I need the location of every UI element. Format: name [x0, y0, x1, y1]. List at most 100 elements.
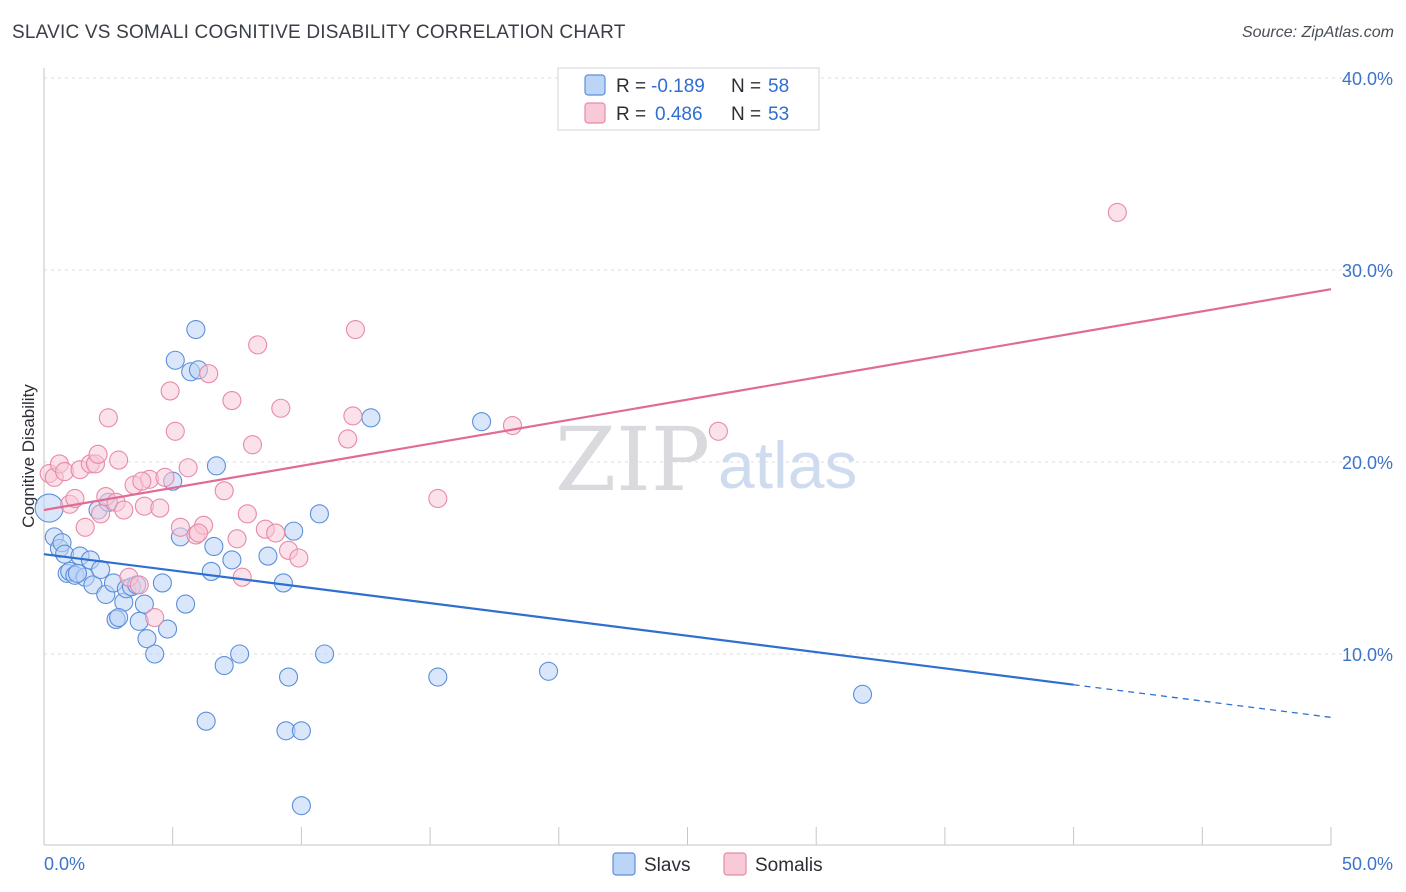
slavs-point — [278, 667, 299, 687]
somalis-point — [266, 523, 286, 543]
slavs-point — [165, 350, 185, 370]
slavs-point — [201, 561, 221, 581]
slavs-point — [309, 504, 329, 524]
watermark: ZIP atlas — [555, 408, 857, 511]
x-axis: 0.0% 50.0% — [43, 827, 1393, 874]
y-tick-label: 10.0% — [1342, 645, 1393, 665]
slavs-point — [214, 655, 234, 676]
somalis-point — [129, 575, 149, 595]
stats-legend: R = -0.189 N = 58 R = 0.486 N = 53 — [557, 67, 820, 131]
stats-r-label-somalis: R = — [616, 104, 646, 125]
somalis-point — [91, 504, 111, 524]
slavs-point — [538, 661, 559, 681]
slavs-point — [291, 796, 311, 816]
somalis-point — [227, 529, 247, 549]
watermark-atlas: atlas — [718, 428, 857, 502]
somalis-point — [150, 498, 170, 518]
somalis-point — [145, 607, 165, 628]
x-tick-label-min: 0.0% — [44, 854, 85, 874]
stats-r-label-slavs: R = — [616, 76, 646, 97]
stats-swatch-somalis — [584, 102, 606, 124]
slavs-point — [291, 721, 311, 741]
somalis-point — [214, 481, 234, 501]
slavs-point — [258, 546, 278, 566]
stats-r-value-slavs: -0.189 — [651, 76, 705, 97]
y-tick-label: 20.0% — [1342, 453, 1393, 473]
somalis-point — [165, 421, 185, 441]
slavs-point — [284, 521, 304, 541]
slavs-point — [158, 619, 178, 639]
slavs-point — [67, 563, 88, 583]
somalis-point — [289, 548, 309, 568]
somalis-point — [1107, 202, 1127, 222]
y-tick-labels: 10.0% 20.0% 30.0% 40.0% — [1342, 69, 1393, 665]
series-slavs-points — [34, 319, 873, 816]
slavs-point — [428, 667, 448, 687]
somalis-point — [242, 435, 263, 455]
slavs-point — [186, 319, 206, 340]
y-tick-label: 40.0% — [1342, 69, 1393, 89]
slavs-point — [152, 573, 172, 593]
somalis-point — [188, 523, 208, 543]
x-tick-label-max: 50.0% — [1342, 854, 1393, 874]
somalis-point — [98, 408, 118, 428]
stats-n-label-slavs: N = — [731, 76, 761, 97]
legend-swatch-somalis — [723, 852, 747, 876]
slavs-point — [230, 644, 250, 664]
stats-swatch-slavs — [584, 74, 606, 96]
slavs-point — [222, 550, 242, 570]
somalis-point — [343, 406, 363, 426]
stats-n-value-slavs: 58 — [768, 76, 789, 97]
somalis-point — [428, 488, 448, 509]
legend-label-somalis: Somalis — [755, 855, 823, 876]
slavs-point — [852, 684, 873, 704]
somalis-point — [237, 504, 257, 524]
somalis-point — [160, 381, 180, 401]
slavs-point — [134, 594, 154, 614]
gridlines — [44, 77, 1393, 655]
series-somalis-points — [39, 202, 1127, 628]
slavs-trend-extrapolation — [1073, 684, 1332, 719]
slavs-point — [83, 575, 103, 595]
somalis-point — [109, 450, 129, 470]
slavs-point — [315, 644, 335, 664]
slavs-point — [196, 711, 216, 731]
somalis-point — [114, 500, 134, 520]
slavs-point — [206, 456, 227, 476]
somalis-point — [199, 364, 219, 384]
slavs-point — [204, 536, 224, 557]
slavs-point — [176, 594, 196, 614]
somalis-trend-line — [43, 288, 1332, 512]
stats-r-value-somalis: 0.486 — [655, 104, 703, 125]
slavs-point — [137, 629, 157, 649]
somalis-point — [75, 517, 95, 537]
somalis-point — [178, 458, 198, 478]
stats-n-value-somalis: 53 — [768, 104, 789, 125]
somalis-point — [338, 429, 358, 449]
somalis-point — [88, 444, 108, 464]
y-axis-title: Cognitive Disability — [19, 384, 38, 528]
slavs-point — [109, 607, 129, 628]
chart-title: SLAVIC VS SOMALI COGNITIVE DISABILITY CO… — [12, 22, 626, 43]
slavs-point — [361, 408, 381, 428]
source-credit: Source: ZipAtlas.com — [1241, 24, 1394, 41]
somalis-point — [232, 567, 252, 587]
somalis-point — [345, 319, 366, 340]
slavs-point — [145, 644, 165, 664]
series-legend: Slavs Somalis — [612, 852, 823, 876]
y-tick-label: 30.0% — [1342, 261, 1393, 281]
x-axis-ticks — [43, 827, 1332, 845]
legend-label-slavs: Slavs — [644, 855, 690, 876]
y-axis: 10.0% 20.0% 30.0% 40.0% Cognitive Disabilit… — [19, 68, 1393, 845]
slavs-trend-line — [43, 553, 1074, 686]
somalis-point — [708, 421, 728, 441]
somalis-point — [271, 398, 291, 418]
somalis-point — [155, 467, 175, 487]
somalis-point — [170, 517, 190, 537]
trend-lines — [43, 288, 1332, 719]
somalis-point — [222, 391, 242, 411]
watermark-zip: ZIP — [555, 408, 710, 511]
somalis-point — [248, 335, 268, 355]
slavs-point — [472, 412, 492, 432]
